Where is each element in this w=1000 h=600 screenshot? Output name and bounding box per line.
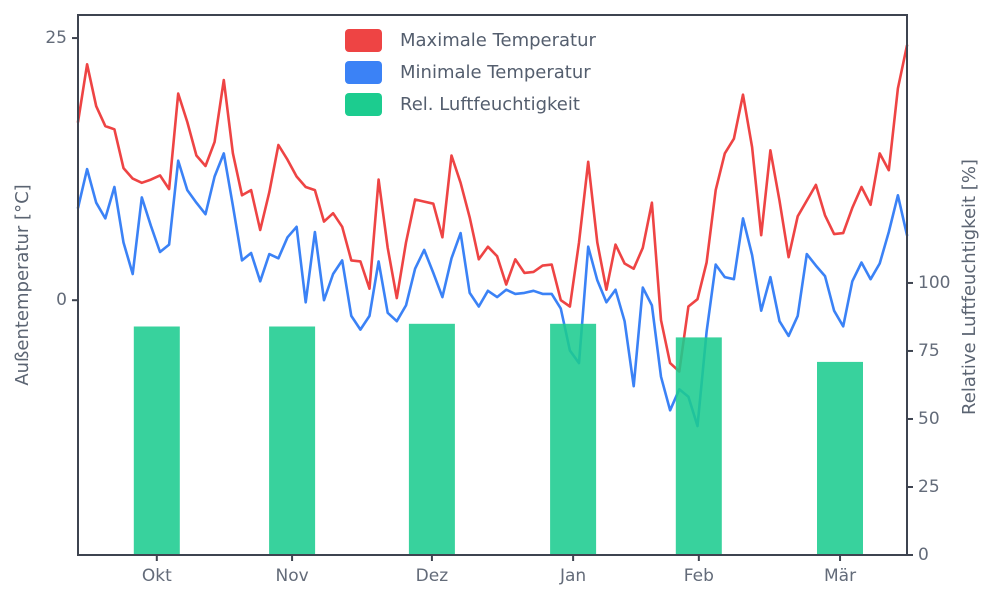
- humidity-tick-label: 50: [918, 409, 940, 429]
- legend-label-humidity: Rel. Luftfeuchtigkeit: [400, 94, 580, 115]
- humidity-bars-group: [133, 323, 863, 555]
- humidity-bar-Okt: [133, 326, 180, 555]
- right-axis-label: Relative Luftfeuchtigkeit [%]: [959, 159, 980, 415]
- month-tick-label: Nov: [275, 566, 308, 586]
- month-tick-label: Mär: [824, 566, 856, 586]
- month-tick-label: Jan: [559, 566, 586, 586]
- max-temp-swatch-icon: [345, 29, 382, 52]
- humidity-tick-label: 25: [918, 477, 940, 497]
- max-temp-line: [76, 44, 909, 373]
- humidity-tick-label: 75: [918, 341, 940, 361]
- legend-item-max-temp: Maximale Temperatur: [345, 29, 596, 52]
- month-tick-label: Feb: [684, 566, 714, 586]
- temperature-lines-group: [76, 44, 909, 428]
- legend-item-humidity: Rel. Luftfeuchtigkeit: [345, 93, 596, 116]
- humidity-bar-Jan: [550, 323, 597, 555]
- legend-label-min-temp: Minimale Temperatur: [400, 62, 591, 83]
- legend: Maximale Temperatur Minimale Temperatur …: [345, 29, 596, 116]
- legend-item-min-temp: Minimale Temperatur: [345, 61, 596, 84]
- humidity-bar-Mär: [817, 361, 863, 555]
- humidity-tick-label: 100: [918, 273, 950, 293]
- temp-tick-label: 25: [45, 28, 67, 48]
- humidity-bar-Feb: [675, 337, 722, 555]
- min-temp-swatch-icon: [345, 61, 382, 84]
- humidity-bar-Dez: [408, 323, 455, 555]
- humidity-tick-label: 0: [918, 545, 929, 565]
- left-axis-label: Außentemperatur [°C]: [12, 184, 33, 386]
- month-tick-label: Dez: [416, 566, 449, 586]
- temp-tick-label: 0: [56, 290, 67, 310]
- min-temp-line: [76, 152, 909, 428]
- axes-group: 0 25 0 25 50 75 100 Okt Nov Dez Jan Feb Mär: [45, 14, 950, 586]
- humidity-swatch-icon: [345, 93, 382, 116]
- month-tick-label: Okt: [142, 566, 172, 586]
- humidity-bar-Nov: [269, 326, 316, 555]
- plot-border: [77, 14, 908, 556]
- legend-label-max-temp: Maximale Temperatur: [400, 30, 596, 51]
